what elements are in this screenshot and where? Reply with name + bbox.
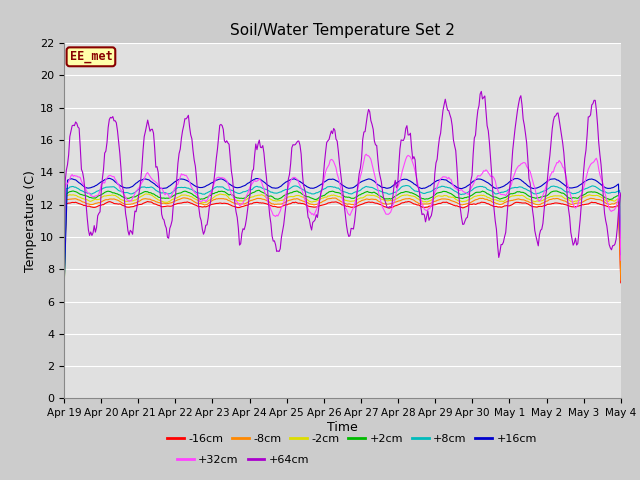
Text: EE_met: EE_met [70,50,112,63]
Legend: +32cm, +64cm: +32cm, +64cm [173,451,314,469]
Y-axis label: Temperature (C): Temperature (C) [24,170,37,272]
X-axis label: Time: Time [327,421,358,434]
Legend: -16cm, -8cm, -2cm, +2cm, +8cm, +16cm: -16cm, -8cm, -2cm, +2cm, +8cm, +16cm [163,429,541,448]
Title: Soil/Water Temperature Set 2: Soil/Water Temperature Set 2 [230,23,455,38]
